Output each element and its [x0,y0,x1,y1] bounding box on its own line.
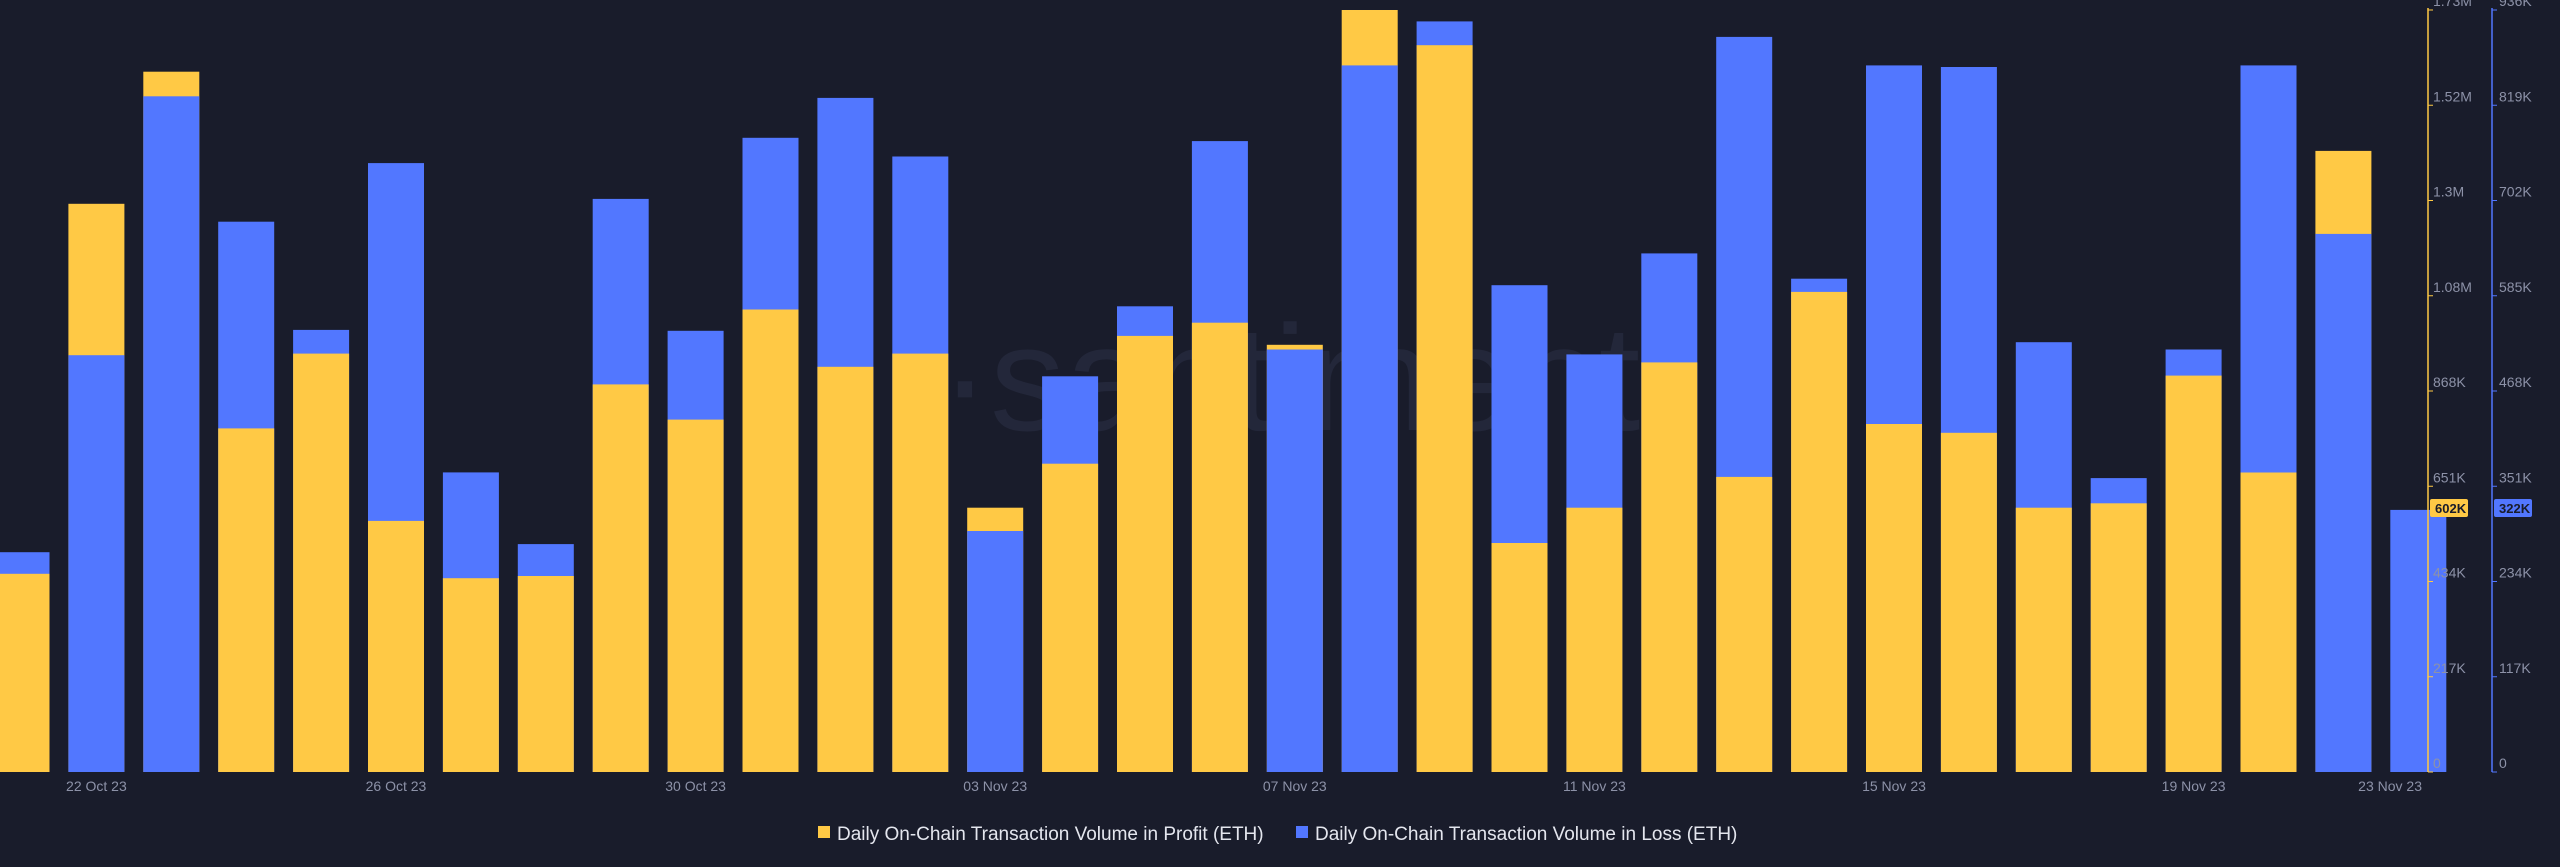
bar-profit [817,366,874,772]
bar-profit [1641,362,1698,772]
left-tick-label: 434K [2433,565,2466,581]
bar-profit [517,576,574,772]
bar-profit [892,353,949,772]
left-tick-label: 1.73M [2433,0,2472,9]
right-tick-label: 0 [2499,755,2507,771]
left-axis-ticks: 0 217K 434K 651K 868K 1.08M 1.3M 1.52M 1.73M [2428,0,2472,773]
bar-profit [1191,322,1248,772]
legend-item-profit[interactable]: Daily On-Chain Transaction Volume in Pro… [818,824,1264,845]
left-tick-label: 651K [2433,469,2466,485]
bar-loss [68,355,125,772]
right-tick-label: 468K [2499,374,2532,390]
left-axis-current-badge [2430,499,2468,517]
bar-loss [1341,65,1398,772]
x-tick-label: 19 Nov 23 [2162,778,2226,794]
legend-swatch-profit [818,826,830,838]
bar-profit [1416,45,1473,772]
bar-profit [1716,476,1773,772]
bar-profit [368,520,424,772]
bar-loss [2390,509,2447,772]
bar-loss [143,96,200,773]
bar-profit [592,384,649,772]
x-tick-label: 22 Oct 23 [66,778,127,794]
right-tick-label: 702K [2499,184,2532,200]
right-tick-label: 585K [2499,279,2532,295]
bar-profit [293,353,350,772]
bar-profit [2240,472,2297,772]
bar-loss [1266,349,1323,772]
bar-profit [1491,543,1548,772]
bar-profit [2090,503,2147,772]
bar-profit [218,428,275,772]
legend-item-loss[interactable]: Daily On-Chain Transaction Volume in Los… [1296,824,1737,845]
x-tick-label: 30 Oct 23 [665,778,726,794]
right-tick-label: 351K [2499,469,2532,485]
bar-profit [1791,291,1848,772]
left-tick-label: 868K [2433,374,2466,390]
bar-profit [2015,507,2072,772]
right-tick-label: 819K [2499,88,2532,104]
bar-profit [742,309,799,772]
bars-layer [0,10,2447,773]
right-tick-label: 234K [2499,565,2532,581]
left-tick-label: 1.08M [2433,279,2472,295]
left-axis-current-value: 602K [2435,501,2467,516]
right-axis-current-value: 322K [2499,501,2531,516]
bar-loss [967,531,1024,772]
legend: Daily On-Chain Transaction Volume in Pro… [818,824,1737,845]
bar-profit [1117,335,1173,772]
x-tick-label: 11 Nov 23 [1563,778,1626,794]
bar-profit [667,419,724,772]
bar-profit [442,578,499,772]
x-axis-ticks: 22 Oct 23 26 Oct 23 30 Oct 23 03 Nov 23 07 N… [66,778,2422,794]
bar-profit [2165,375,2222,772]
bar-profit [1042,463,1099,772]
right-axis-ticks: 0 117K 234K 351K 468K 585K 702K 819K 936K [2492,0,2532,773]
right-tick-label: 117K [2499,660,2531,676]
bar-profit [1566,507,1623,772]
right-axis-current-badge [2494,499,2532,517]
bar-profit [1866,424,1922,772]
legend-swatch-loss [1296,826,1308,838]
x-tick-label: 23 Nov 23 [2358,778,2422,794]
x-tick-label: 07 Nov 23 [1263,778,1327,794]
x-tick-label: 03 Nov 23 [963,778,1027,794]
right-tick-label: 936K [2499,0,2532,9]
left-tick-label: 217K [2433,660,2466,676]
bar-profit [1940,432,1997,772]
left-tick-label: 0 [2433,755,2441,771]
left-tick-label: 1.52M [2433,88,2472,104]
x-tick-label: 15 Nov 23 [1862,778,1926,794]
bar-profit [0,573,50,772]
legend-label-loss: Daily On-Chain Transaction Volume in Los… [1315,824,1737,845]
x-tick-label: 26 Oct 23 [366,778,427,794]
bar-loss [2315,233,2372,772]
left-tick-label: 1.3M [2433,184,2464,200]
legend-label-profit: Daily On-Chain Transaction Volume in Pro… [837,824,1264,845]
